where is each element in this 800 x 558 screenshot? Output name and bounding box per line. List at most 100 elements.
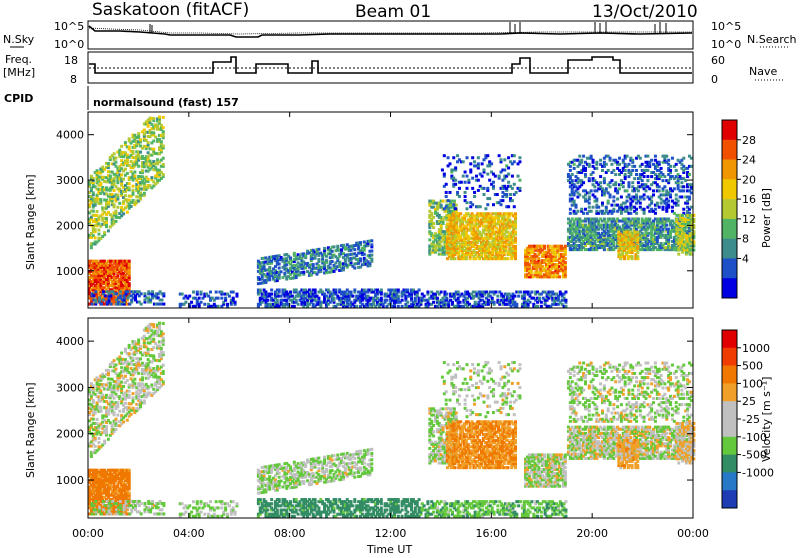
- power-cell: [464, 171, 467, 174]
- power-cell: [513, 160, 516, 163]
- power-cell: [370, 239, 373, 242]
- power-cell: [675, 193, 678, 196]
- power-cell: [667, 204, 670, 207]
- power-cell: [220, 297, 223, 300]
- power-cell: [139, 138, 142, 141]
- power-cell: [607, 169, 610, 172]
- power-cell: [573, 167, 576, 170]
- power-cell: [588, 202, 591, 205]
- power-cell: [96, 210, 99, 213]
- power-cell: [643, 208, 646, 211]
- power-cell: [266, 299, 269, 302]
- power-cell: [333, 297, 336, 300]
- power-cell: [162, 130, 165, 133]
- power-cell: [107, 162, 110, 165]
- power-cell: [460, 181, 463, 184]
- power-cell: [588, 177, 591, 180]
- power-cell: [94, 236, 97, 239]
- power-cell: [353, 248, 356, 251]
- power-cell: [505, 193, 508, 196]
- power-cell: [660, 167, 663, 170]
- power-cell: [498, 175, 501, 178]
- power-cell: [609, 193, 612, 196]
- noise-right-tick-high: 10^5: [711, 20, 741, 33]
- power-cell: [441, 168, 444, 171]
- power-cell: [498, 154, 501, 157]
- power-cell: [537, 257, 540, 260]
- power-cell: [592, 206, 595, 209]
- power-cell: [496, 295, 499, 298]
- power-cell: [503, 168, 506, 171]
- power-cell: [595, 198, 598, 201]
- power-cell: [490, 162, 493, 165]
- power-cell: [151, 290, 154, 293]
- power-cell: [102, 298, 105, 301]
- power-cell: [500, 203, 503, 206]
- power-cell: [652, 189, 655, 192]
- power-cell: [141, 169, 144, 172]
- power-cell: [128, 282, 131, 285]
- power-cell: [571, 173, 574, 176]
- power-cell: [297, 303, 300, 306]
- power-cell: [599, 181, 602, 184]
- power-cell: [131, 189, 134, 192]
- power-cell: [682, 208, 685, 211]
- power-cell: [650, 159, 653, 162]
- power-cell: [677, 200, 680, 203]
- nsky-label: N.Sky: [3, 33, 35, 46]
- power-cell: [107, 229, 110, 232]
- power-cell: [477, 162, 480, 165]
- power-cell: [94, 228, 97, 231]
- power-cell: [590, 189, 593, 192]
- power-cell: [92, 177, 95, 180]
- power-cell: [445, 183, 448, 186]
- power-cell: [597, 206, 600, 209]
- power-cell: [492, 181, 495, 184]
- power-cell: [494, 175, 497, 178]
- power-cell: [646, 179, 649, 182]
- power-cell: [517, 175, 520, 178]
- power-cell: [317, 258, 320, 261]
- power-cell: [289, 291, 292, 294]
- power-cell: [99, 198, 102, 201]
- power-cell: [370, 254, 373, 257]
- power-cell: [491, 297, 494, 300]
- power-cell: [496, 193, 499, 196]
- power-cell: [514, 245, 517, 248]
- power-cell: [143, 292, 146, 295]
- power-cell: [515, 191, 518, 194]
- power-cell: [317, 297, 320, 300]
- power-cell: [486, 187, 489, 190]
- power-cell: [603, 217, 606, 220]
- noise-left-tick-low: 10^0: [54, 38, 84, 51]
- freq-right-tick-high: 60: [711, 54, 725, 67]
- power-cell: [582, 181, 585, 184]
- power-cell: [626, 155, 629, 158]
- power-cell: [475, 175, 478, 178]
- power-cell: [580, 208, 583, 211]
- power-cell: [618, 157, 621, 160]
- power-cell: [162, 173, 165, 176]
- power-cell: [217, 297, 220, 300]
- nsearch-label: N.Search: [747, 33, 797, 46]
- power-cell: [104, 294, 107, 297]
- power-cell: [232, 297, 235, 300]
- power-cell: [130, 205, 133, 208]
- power-cell: [573, 200, 576, 203]
- power-cell: [622, 181, 625, 184]
- power-cell: [658, 206, 661, 209]
- power-cell: [635, 212, 638, 215]
- power-cell: [162, 116, 165, 119]
- power-cell: [488, 197, 491, 200]
- power-cell: [639, 157, 642, 160]
- power-cell: [198, 297, 201, 300]
- power-cell: [181, 293, 184, 296]
- freq-right-tick-low: 0: [711, 73, 718, 86]
- power-cell: [323, 247, 326, 250]
- power-cell: [588, 163, 591, 166]
- power-cell: [484, 207, 487, 210]
- power-cell: [280, 270, 283, 273]
- power-cell: [359, 241, 362, 244]
- power-cell: [445, 297, 448, 300]
- power-cell: [454, 179, 457, 182]
